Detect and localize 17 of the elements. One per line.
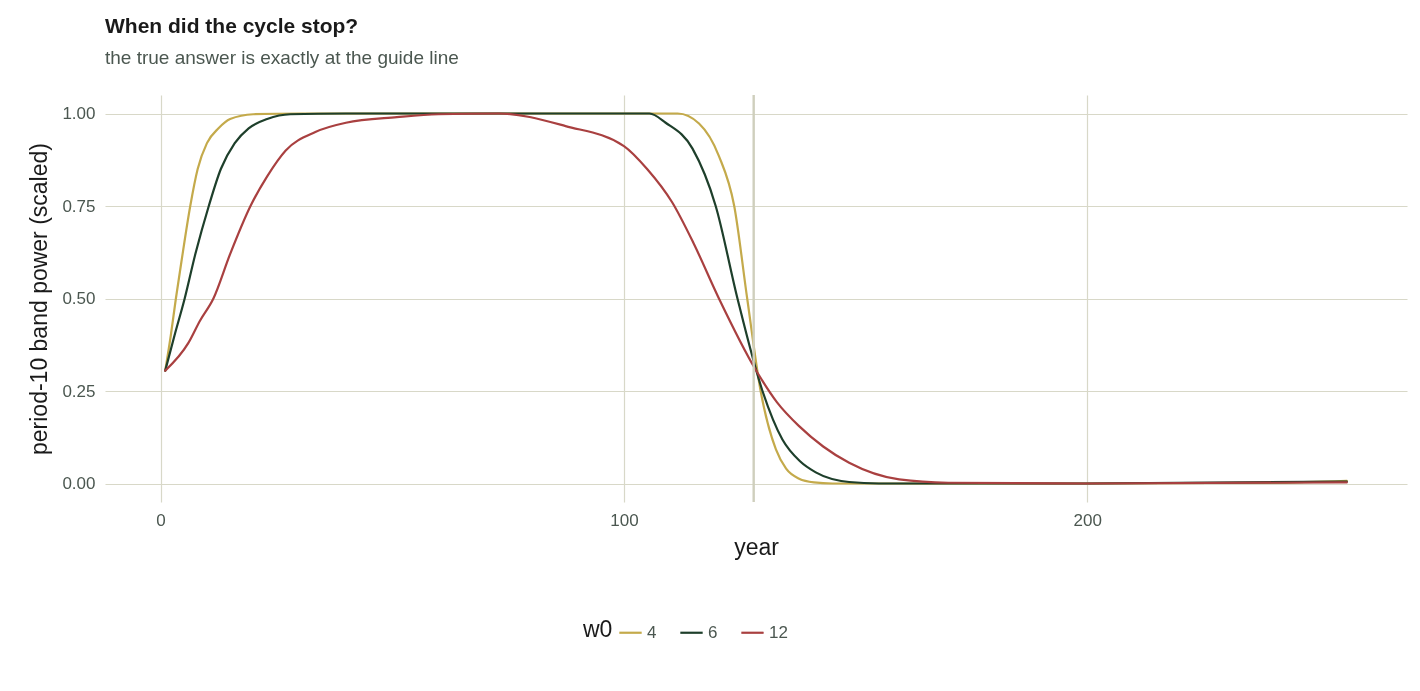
x-tick-label: 0 [156, 510, 166, 530]
y-tick-label: 1.00 [62, 104, 96, 123]
y-tick-label: 0.25 [62, 381, 96, 401]
legend-title: w0 [582, 616, 613, 642]
legend-label: 12 [769, 622, 788, 642]
x-tick-label: 100 [610, 510, 639, 530]
chart-subtitle: the true answer is exactly at the guide line [105, 46, 459, 68]
x-axis-title: year [734, 533, 780, 560]
y-tick-label: 0.00 [62, 474, 96, 493]
y-tick-label: 0.50 [62, 289, 96, 308]
x-tick-label: 200 [1073, 510, 1102, 530]
legend-label: 4 [647, 622, 657, 642]
chart-title: When did the cycle stop? [105, 13, 359, 37]
legend-label: 6 [708, 622, 718, 642]
y-tick-label: 0.75 [62, 196, 96, 216]
line-series [164, 112, 1348, 485]
y-axis-title: period-10 band power (scaled) [26, 143, 53, 455]
